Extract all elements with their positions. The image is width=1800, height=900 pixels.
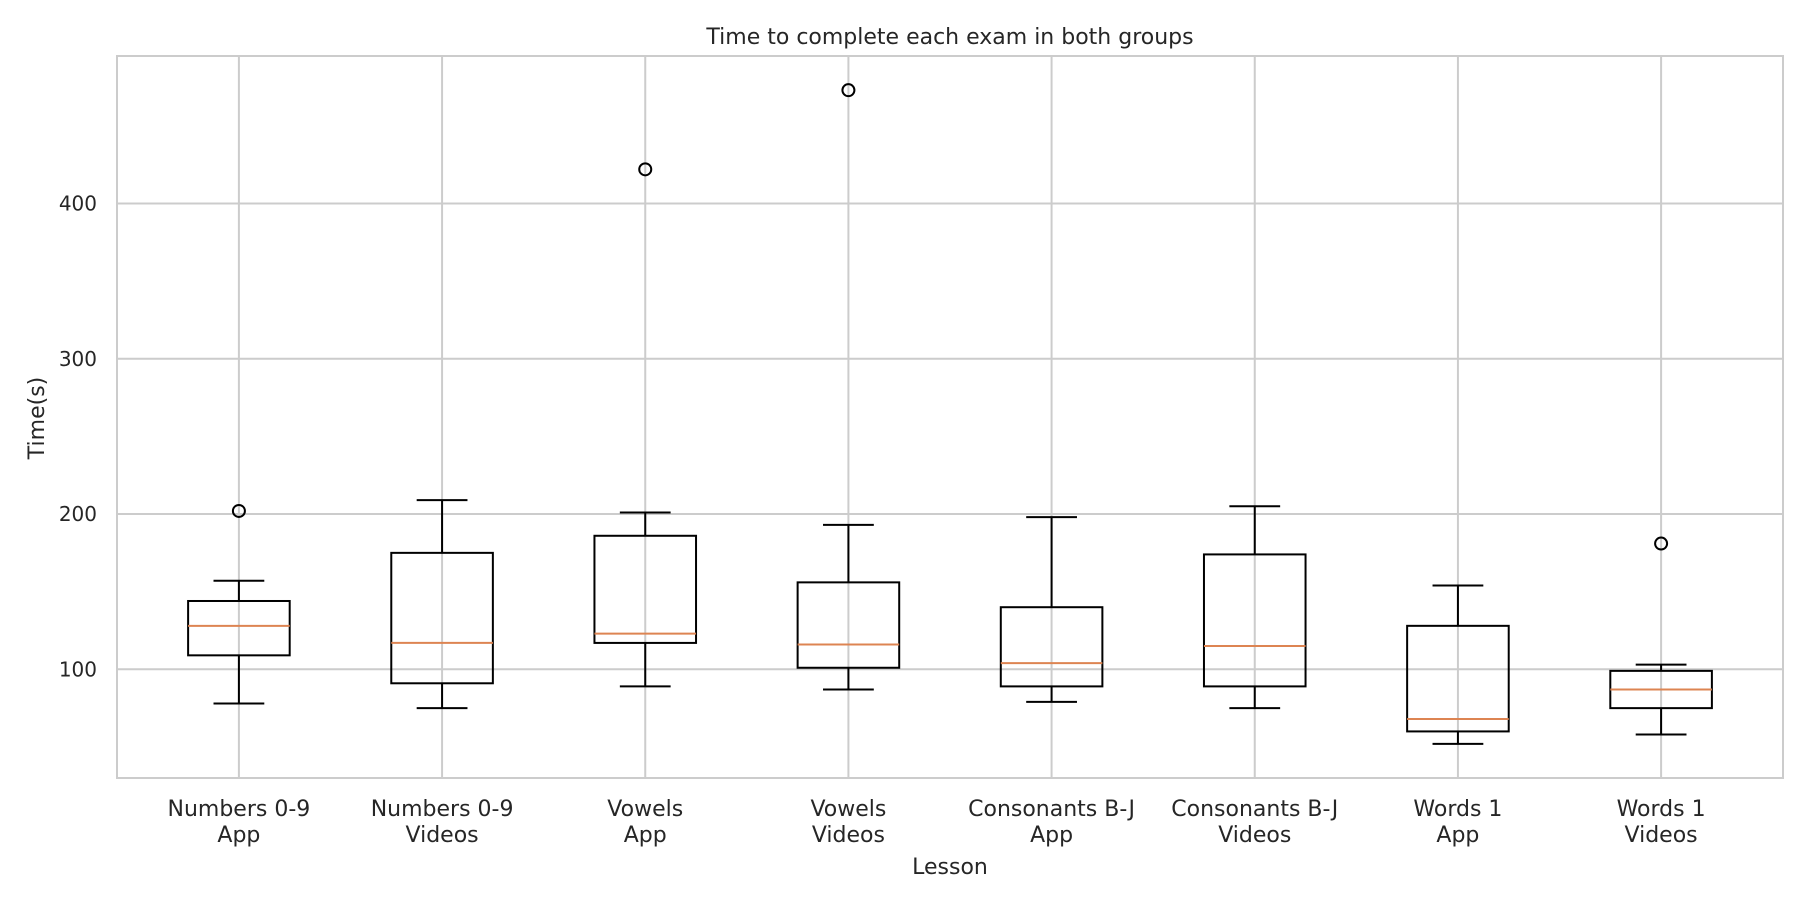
y-tick-label: 100 [59, 657, 97, 681]
box-group [1609, 536, 1713, 736]
y-axis-label: Time(s) [25, 377, 50, 460]
iqr-box [593, 534, 698, 644]
x-tick-label: Videos [812, 823, 885, 848]
outlier-point [841, 83, 856, 98]
box-group [390, 499, 494, 710]
box-group [999, 516, 1104, 703]
outlier-point [638, 162, 653, 177]
box-group [187, 503, 291, 705]
outlier-point [1654, 536, 1669, 551]
y-tick-labels: 100 200 300 400 [59, 192, 97, 682]
iqr-box [1406, 624, 1510, 733]
x-tick-label: Numbers 0-9 [371, 797, 514, 822]
x-tick-label: Videos [1625, 823, 1698, 848]
iqr-box [390, 551, 494, 685]
x-tick-label: Words 1 [1413, 797, 1502, 822]
x-tick-label: App [1030, 823, 1073, 848]
x-tick-label: App [1436, 823, 1479, 848]
x-tick-label: App [217, 823, 260, 848]
x-tick-label: Videos [1218, 823, 1291, 848]
x-tick-label: Words 1 [1617, 797, 1706, 822]
iqr-box [1202, 553, 1307, 688]
x-tick-label: Consonants B-J [968, 797, 1135, 822]
x-tick-label: Vowels [810, 797, 886, 822]
y-tick-label: 300 [59, 347, 97, 371]
box-group [796, 83, 901, 691]
y-tick-label: 200 [59, 502, 97, 526]
box-group [1202, 505, 1307, 710]
iqr-box [187, 599, 291, 657]
box-group [593, 162, 698, 688]
box-group [1406, 584, 1510, 745]
x-tick-label: Vowels [607, 797, 683, 822]
iqr-box [796, 581, 901, 669]
grid-lines [117, 56, 1783, 778]
x-tick-label: Videos [406, 823, 479, 848]
plot-frame [116, 55, 1784, 779]
x-axis-label: Lesson [912, 855, 988, 880]
outlier-point [231, 503, 246, 518]
x-tick-label: Numbers 0-9 [168, 797, 311, 822]
x-tick-label: App [624, 823, 667, 848]
x-tick-label: Consonants B-J [1171, 797, 1338, 822]
box-series [187, 83, 1713, 745]
y-tick-label: 400 [59, 192, 97, 216]
iqr-box [999, 606, 1104, 688]
chart-title: Time to complete each exam in both group… [705, 25, 1193, 50]
